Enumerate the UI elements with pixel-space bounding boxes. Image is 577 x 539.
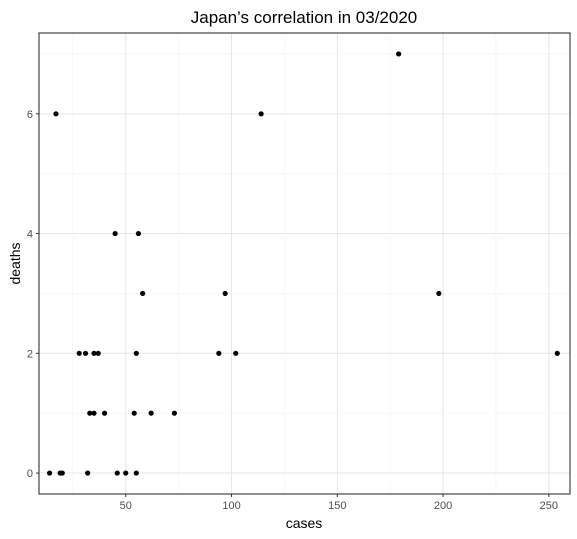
data-points xyxy=(46,51,560,476)
x-axis-label: cases xyxy=(286,515,323,531)
scatter-point xyxy=(171,410,177,416)
chart-title: Japan’s correlation in 03/2020 xyxy=(191,8,418,27)
scatter-point xyxy=(91,350,97,356)
x-tick-label: 100 xyxy=(222,500,240,512)
x-axis-ticks: 50 100 150 200 250 xyxy=(120,494,558,512)
x-tick-label: 150 xyxy=(328,500,346,512)
scatter-point xyxy=(59,470,65,476)
y-tick-label: 0 xyxy=(27,468,33,480)
scatter-point xyxy=(82,350,89,356)
scatter-point xyxy=(91,410,97,416)
x-tick-label: 50 xyxy=(120,500,132,512)
scatter-point xyxy=(131,410,137,416)
scatter-point xyxy=(85,470,91,476)
y-tick-label: 4 xyxy=(27,229,33,241)
minor-gridlines xyxy=(39,33,570,494)
scatter-point xyxy=(101,410,108,416)
y-axis-ticks: 0 2 4 6 xyxy=(27,109,39,480)
scatter-point xyxy=(114,470,120,476)
scatter-point xyxy=(123,470,129,476)
scatter-point xyxy=(133,470,139,476)
scatter-point xyxy=(216,350,222,356)
scatter-point xyxy=(258,111,264,117)
scatter-point xyxy=(133,350,139,356)
scatter-point xyxy=(436,290,442,297)
scatter-point xyxy=(396,51,402,57)
major-gridlines xyxy=(39,33,570,494)
plot-panel-border xyxy=(38,32,571,495)
scatter-point xyxy=(95,350,101,356)
scatter-point xyxy=(140,290,146,297)
scatter-point xyxy=(148,410,154,416)
scatter-point xyxy=(112,230,118,237)
scatter-point xyxy=(76,350,82,356)
scatter-point xyxy=(135,230,142,237)
y-tick-label: 6 xyxy=(27,109,33,121)
x-tick-label: 200 xyxy=(434,500,452,512)
y-axis-label: deaths xyxy=(7,242,23,284)
x-tick-label: 250 xyxy=(540,500,558,512)
scatter-point xyxy=(53,111,59,117)
scatter-point xyxy=(87,410,93,416)
y-tick-label: 2 xyxy=(27,348,33,360)
scatter-point xyxy=(233,350,239,356)
scatter-point xyxy=(222,290,228,297)
scatter-point xyxy=(554,350,560,356)
scatter-point xyxy=(46,470,53,476)
